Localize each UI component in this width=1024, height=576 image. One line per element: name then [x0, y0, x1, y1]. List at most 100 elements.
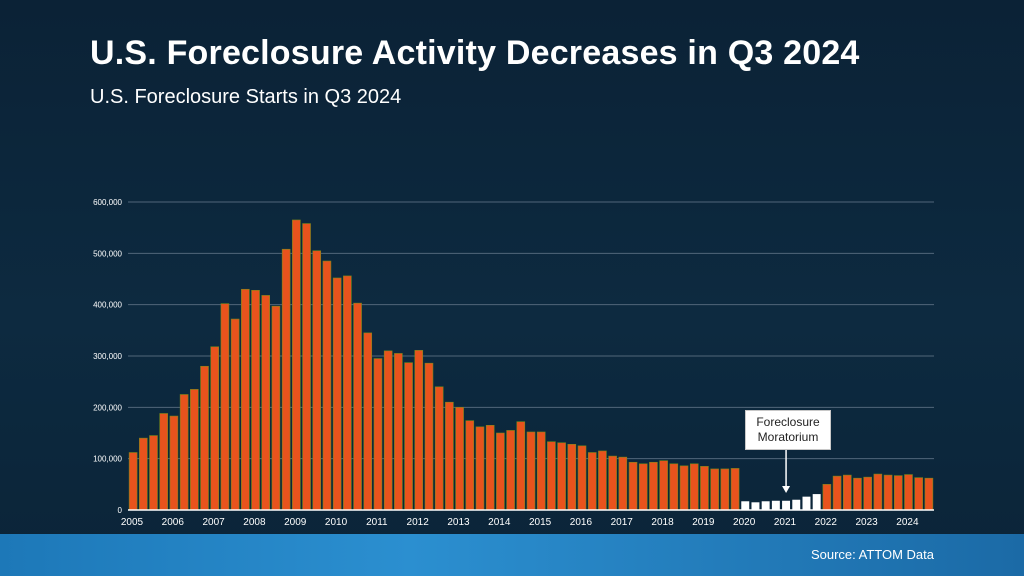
- bar: [730, 468, 740, 511]
- bar: [200, 365, 209, 511]
- bar: [863, 476, 872, 511]
- bar: [659, 460, 668, 511]
- x-tick-label: 2013: [447, 517, 470, 528]
- annotation-arrow-head: [782, 486, 791, 493]
- bar: [271, 305, 281, 511]
- y-tick-label: 500,000: [93, 249, 122, 258]
- moratorium-bar: [802, 496, 811, 510]
- bar: [822, 484, 832, 511]
- x-tick-label: 2007: [202, 517, 225, 528]
- bar: [139, 437, 148, 511]
- bar: [577, 445, 587, 511]
- x-tick-label: 2016: [570, 517, 593, 528]
- bar: [251, 289, 260, 511]
- bar: [322, 260, 332, 511]
- y-tick-label: 400,000: [93, 301, 122, 310]
- x-tick-label: 2023: [855, 517, 878, 528]
- moratorium-bar: [812, 494, 821, 510]
- bar: [506, 430, 515, 511]
- bar: [465, 420, 475, 511]
- bar: [434, 386, 444, 511]
- bar: [689, 463, 699, 511]
- x-tick-label: 2015: [529, 517, 552, 528]
- bar: [700, 466, 709, 511]
- bar: [302, 223, 311, 511]
- bar: [669, 463, 679, 511]
- bar: [608, 455, 617, 511]
- bar: [516, 421, 526, 511]
- bar: [679, 465, 689, 511]
- bar: [475, 426, 485, 511]
- x-tick-label: 2010: [325, 517, 348, 528]
- bar: [383, 350, 393, 511]
- bar: [159, 413, 168, 511]
- moratorium-annotation-line2: Moratorium: [757, 430, 819, 444]
- bar: [618, 456, 628, 511]
- moratorium-bar: [792, 499, 801, 510]
- x-tick-label: 2018: [651, 517, 674, 528]
- bar: [281, 248, 291, 511]
- bar: [924, 477, 934, 511]
- bar: [332, 277, 342, 511]
- bar: [710, 468, 719, 511]
- bar: [894, 475, 903, 511]
- x-tick-label: 2006: [162, 517, 185, 528]
- bar: [363, 332, 373, 511]
- bar: [210, 346, 220, 511]
- moratorium-annotation-line1: Foreclosure: [756, 415, 820, 429]
- moratorium-bar: [741, 501, 750, 510]
- bar: [638, 463, 648, 511]
- bar: [445, 401, 454, 511]
- x-tick-label: 2020: [733, 517, 756, 528]
- bar: [873, 473, 883, 511]
- moratorium-bar: [761, 501, 770, 510]
- bar: [496, 432, 505, 511]
- x-tick-label: 2022: [815, 517, 838, 528]
- bar: [883, 474, 893, 511]
- bar: [424, 362, 434, 511]
- bar: [547, 441, 556, 511]
- bar: [179, 394, 189, 511]
- bar: [241, 288, 250, 511]
- x-tick-label: 2014: [488, 517, 511, 528]
- bar: [261, 295, 271, 511]
- bar: [567, 443, 577, 511]
- x-tick-label: 2019: [692, 517, 715, 528]
- bar: [842, 474, 852, 511]
- bar: [557, 442, 566, 511]
- chart-title: U.S. Foreclosure Activity Decreases in Q…: [90, 34, 860, 72]
- chart-subtitle: U.S. Foreclosure Starts in Q3 2024: [90, 86, 402, 108]
- source-credit: Source: ATTOM Data: [810, 547, 934, 562]
- bar: [536, 431, 546, 511]
- bar: [394, 353, 403, 511]
- x-tick-label: 2024: [896, 517, 919, 528]
- bar: [526, 431, 536, 511]
- x-tick-label: 2009: [284, 517, 307, 528]
- bar: [598, 450, 607, 511]
- x-tick-label: 2021: [774, 517, 797, 528]
- y-tick-label: 200,000: [93, 403, 122, 412]
- y-tick-label: 100,000: [93, 455, 122, 464]
- bar: [128, 452, 138, 511]
- bar: [628, 461, 638, 511]
- bar: [455, 407, 464, 511]
- x-tick-label: 2012: [407, 517, 430, 528]
- bar: [853, 477, 862, 511]
- bar: [190, 389, 199, 511]
- bar: [343, 275, 352, 511]
- bar: [914, 477, 923, 511]
- y-tick-label: 0: [118, 506, 123, 515]
- bar: [649, 461, 658, 511]
- bar: [904, 474, 913, 511]
- x-tick-label: 2005: [121, 517, 144, 528]
- moratorium-bar: [751, 502, 760, 510]
- moratorium-bar: [771, 500, 780, 510]
- bar: [353, 302, 362, 511]
- bar: [404, 362, 413, 511]
- bar: [414, 350, 424, 511]
- bar: [373, 358, 383, 511]
- bar: [220, 303, 230, 511]
- moratorium-bar: [782, 500, 791, 510]
- bar: [587, 452, 597, 511]
